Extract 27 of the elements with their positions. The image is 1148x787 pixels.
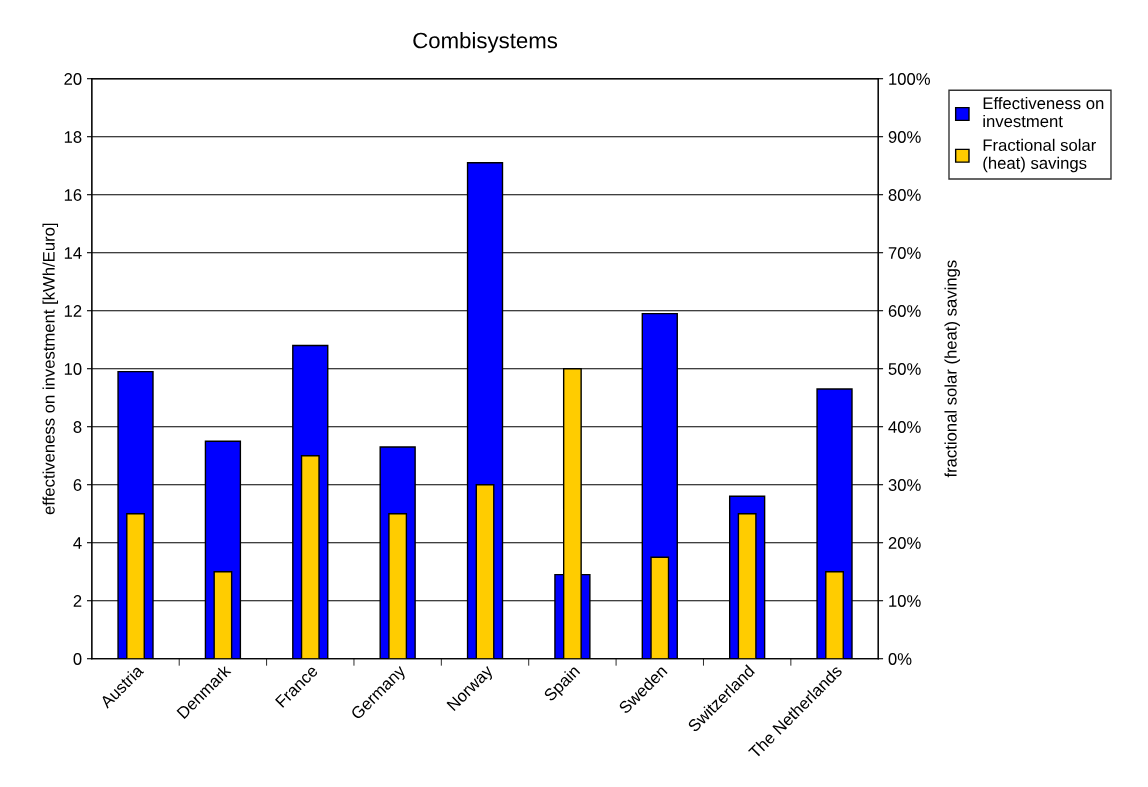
- y-tick-label: 16: [64, 189, 82, 201]
- y2-tick-label: 60%: [888, 305, 921, 317]
- y-tick-label: 2: [73, 595, 82, 607]
- y2-tick-label: 80%: [888, 189, 921, 201]
- chart-title: Combisystems: [413, 32, 558, 53]
- y-tick-label: 4: [73, 537, 82, 549]
- y-axis-title: effectiveness on investment [kWh/Euro]: [42, 223, 59, 515]
- y2-tick-label: 50%: [888, 363, 921, 375]
- y-tick-label: 18: [64, 131, 82, 143]
- y-tick-label: 20: [64, 73, 82, 85]
- y-tick-label: 12: [64, 305, 82, 317]
- legend-label: Effectiveness on investment: [983, 96, 1104, 128]
- y2-tick-label: 30%: [888, 479, 921, 491]
- y-tick-label: 8: [73, 421, 82, 433]
- y-tick-label: 10: [64, 363, 82, 375]
- y2-tick-label: 100%: [889, 73, 930, 85]
- y2-tick-label: 10%: [889, 595, 921, 607]
- y-tick-label: 14: [64, 247, 82, 259]
- y2-tick-label: 40%: [888, 421, 921, 433]
- y-tick-label: 0: [73, 653, 82, 665]
- y2-tick-label: 90%: [888, 131, 921, 143]
- y2-tick-label: 0%: [888, 653, 912, 665]
- y2-tick-label: 70%: [888, 247, 921, 259]
- y-tick-label: 6: [73, 479, 82, 491]
- y2-tick-label: 20%: [888, 537, 921, 549]
- y2-axis-title: fractional solar (heat) savings: [944, 260, 960, 478]
- legend-label: Fractional solar (heat) savings: [983, 138, 1096, 173]
